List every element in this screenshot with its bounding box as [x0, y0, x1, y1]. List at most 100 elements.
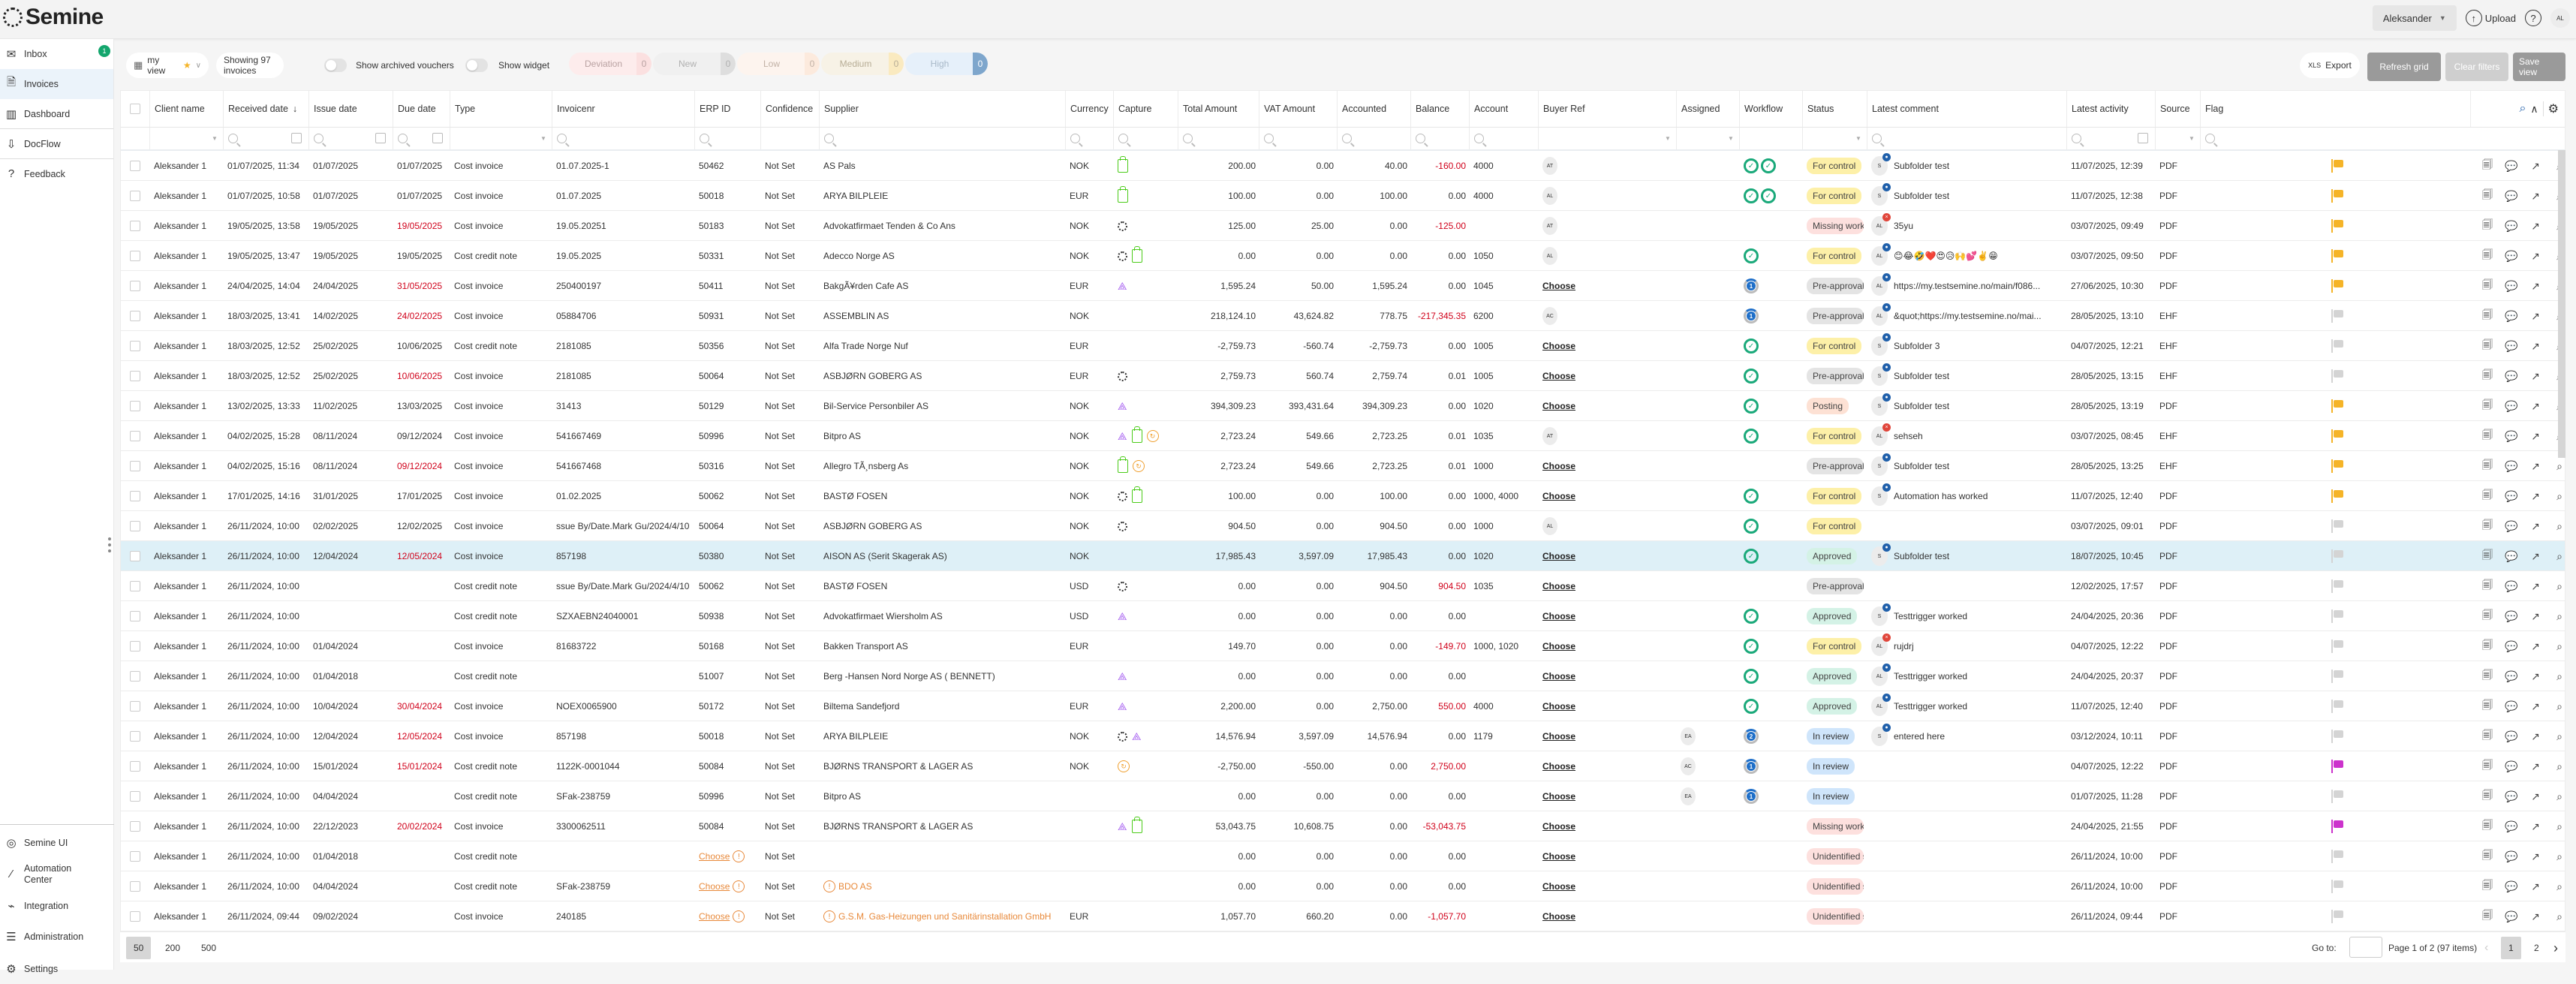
- table-row[interactable]: Aleksander 1 17/01/2025, 14:16 31/01/2025 1…: [121, 481, 2565, 511]
- dropdown-caret-icon[interactable]: ▼: [212, 135, 218, 142]
- cell-flag[interactable]: [2200, 811, 2470, 841]
- filter-total-amount[interactable]: [1178, 127, 1259, 149]
- sidebar-item-dashboard[interactable]: ▥ Dashboard: [0, 99, 113, 129]
- column-header-currency[interactable]: Currency: [1065, 91, 1113, 127]
- flag-icon[interactable]: [2331, 399, 2343, 413]
- search-icon[interactable]: ⌕: [2556, 880, 2562, 892]
- cell-buyer[interactable]: Choose: [1538, 481, 1676, 511]
- counter-medium[interactable]: Medium 0: [821, 53, 904, 75]
- choose-buyer-ref-link[interactable]: Choose: [1542, 641, 1576, 651]
- preview-document-icon[interactable]: 🗐: [2482, 248, 2493, 260]
- preview-document-icon[interactable]: 🗐: [2482, 549, 2493, 561]
- column-header-vat-amount[interactable]: VAT Amount: [1259, 91, 1337, 127]
- choose-buyer-ref-link[interactable]: Choose: [1542, 371, 1576, 381]
- cell-flag[interactable]: [2200, 211, 2470, 241]
- preview-document-icon[interactable]: 🗐: [2482, 339, 2493, 351]
- page-size-500[interactable]: 500: [201, 943, 217, 953]
- flag-icon[interactable]: [2331, 369, 2343, 383]
- open-external-icon[interactable]: ↗: [2531, 279, 2540, 292]
- row-checkbox-cell[interactable]: [121, 901, 149, 931]
- open-external-icon[interactable]: ↗: [2531, 459, 2540, 472]
- sort-desc-icon[interactable]: ↓: [292, 104, 298, 114]
- open-external-icon[interactable]: ↗: [2531, 730, 2540, 742]
- choose-buyer-ref-link[interactable]: Choose: [1542, 731, 1576, 742]
- cell-flag[interactable]: [2200, 181, 2470, 211]
- column-header-total-amount[interactable]: Total Amount: [1178, 91, 1259, 127]
- table-row[interactable]: Aleksander 1 26/11/2024, 09:44 09/02/2024 C…: [121, 901, 2565, 931]
- table-row[interactable]: Aleksander 1 04/02/2025, 15:28 08/11/2024 0…: [121, 421, 2565, 451]
- filter-currency[interactable]: [1065, 127, 1113, 149]
- goto-page-input[interactable]: [2349, 937, 2382, 958]
- cell-flag[interactable]: [2200, 871, 2470, 901]
- choose-buyer-ref-link[interactable]: Choose: [1542, 341, 1576, 351]
- cell-buyer[interactable]: Choose: [1538, 751, 1676, 781]
- workflow-approved-icon[interactable]: ✓: [1744, 669, 1759, 684]
- flag-icon[interactable]: [2331, 159, 2343, 173]
- column-header-issue-date[interactable]: Issue date: [308, 91, 393, 127]
- comments-icon[interactable]: 💬: [2505, 910, 2518, 922]
- flag-icon[interactable]: [2331, 189, 2343, 203]
- workflow-approved-icon[interactable]: ✓: [1744, 188, 1759, 203]
- comments-icon[interactable]: 💬: [2505, 429, 2518, 442]
- workflow-approved-icon[interactable]: ✓: [1744, 158, 1759, 173]
- column-header-supplier[interactable]: Supplier: [819, 91, 1065, 127]
- flag-icon[interactable]: [2331, 549, 2343, 563]
- table-row[interactable]: Aleksander 1 18/03/2025, 13:41 14/02/2025 2…: [121, 301, 2565, 331]
- row-checkbox-cell[interactable]: [121, 751, 149, 781]
- flag-icon[interactable]: [2331, 249, 2343, 263]
- preview-document-icon[interactable]: 🗐: [2482, 369, 2493, 381]
- row-checkbox-cell[interactable]: [121, 691, 149, 721]
- row-checkbox[interactable]: [130, 821, 140, 832]
- cell-flag[interactable]: [2200, 841, 2470, 871]
- search-icon[interactable]: ⌕: [2556, 519, 2562, 532]
- row-checkbox[interactable]: [130, 581, 140, 591]
- column-header-latest-activity[interactable]: Latest activity: [2066, 91, 2155, 127]
- preview-document-icon[interactable]: 🗐: [2482, 699, 2493, 711]
- open-external-icon[interactable]: ↗: [2531, 399, 2540, 412]
- open-external-icon[interactable]: ↗: [2531, 910, 2540, 922]
- preview-document-icon[interactable]: 🗐: [2482, 188, 2493, 200]
- sidebar-item-semine-ui[interactable]: ◎ Semine UI: [0, 828, 114, 858]
- comments-icon[interactable]: 💬: [2505, 279, 2518, 292]
- dropdown-caret-icon[interactable]: ▼: [1728, 135, 1734, 142]
- row-checkbox-cell[interactable]: [121, 391, 149, 421]
- row-checkbox[interactable]: [130, 221, 140, 231]
- row-checkbox-cell[interactable]: [121, 421, 149, 451]
- search-icon[interactable]: ⌕: [2556, 820, 2562, 832]
- row-checkbox[interactable]: [130, 311, 140, 321]
- filter-confidence[interactable]: [760, 127, 819, 149]
- flag-icon[interactable]: [2331, 609, 2343, 623]
- flag-icon[interactable]: [2331, 730, 2343, 743]
- cell-flag[interactable]: [2200, 901, 2470, 931]
- open-external-icon[interactable]: ↗: [2531, 249, 2540, 262]
- open-external-icon[interactable]: ↗: [2531, 639, 2540, 652]
- cell-flag[interactable]: [2200, 271, 2470, 301]
- workflow-approved-icon[interactable]: ✓: [1761, 158, 1776, 173]
- logo[interactable]: Semine: [3, 5, 104, 30]
- open-external-icon[interactable]: ↗: [2531, 519, 2540, 532]
- row-checkbox-cell[interactable]: [121, 541, 149, 571]
- choose-buyer-ref-link[interactable]: Choose: [1542, 581, 1576, 591]
- cell-buyer[interactable]: Choose: [1538, 901, 1676, 931]
- table-row[interactable]: Aleksander 1 26/11/2024, 10:00 01/04/2018 C…: [121, 841, 2565, 871]
- cell-flag[interactable]: [2200, 481, 2470, 511]
- workflow-approved-icon[interactable]: ✓: [1744, 399, 1759, 414]
- workflow-approved-icon[interactable]: ✓: [1744, 248, 1759, 263]
- filter-vat-amount[interactable]: [1259, 127, 1337, 149]
- table-row[interactable]: Aleksander 1 26/11/2024, 10:00 22/12/2023 2…: [121, 811, 2565, 841]
- table-row[interactable]: Aleksander 1 19/05/2025, 13:47 19/05/2025 1…: [121, 241, 2565, 271]
- flag-icon[interactable]: [2331, 880, 2343, 893]
- search-icon[interactable]: ⌕: [2556, 790, 2562, 802]
- flag-icon[interactable]: [2331, 910, 2343, 923]
- calendar-icon[interactable]: [432, 133, 443, 143]
- filter-invoicenr[interactable]: [552, 127, 694, 149]
- column-header-capture[interactable]: Capture: [1113, 91, 1178, 127]
- workflow-approved-icon[interactable]: ✓: [1744, 339, 1759, 354]
- choose-buyer-ref-link[interactable]: Choose: [1542, 461, 1576, 471]
- choose-buyer-ref-link[interactable]: Choose: [1542, 881, 1576, 892]
- column-header-assigned[interactable]: Assigned: [1676, 91, 1739, 127]
- column-header-source[interactable]: Source: [2155, 91, 2200, 127]
- filter-status[interactable]: ▼: [1802, 127, 1867, 149]
- row-checkbox-cell[interactable]: [121, 661, 149, 691]
- preview-document-icon[interactable]: 🗐: [2482, 909, 2493, 921]
